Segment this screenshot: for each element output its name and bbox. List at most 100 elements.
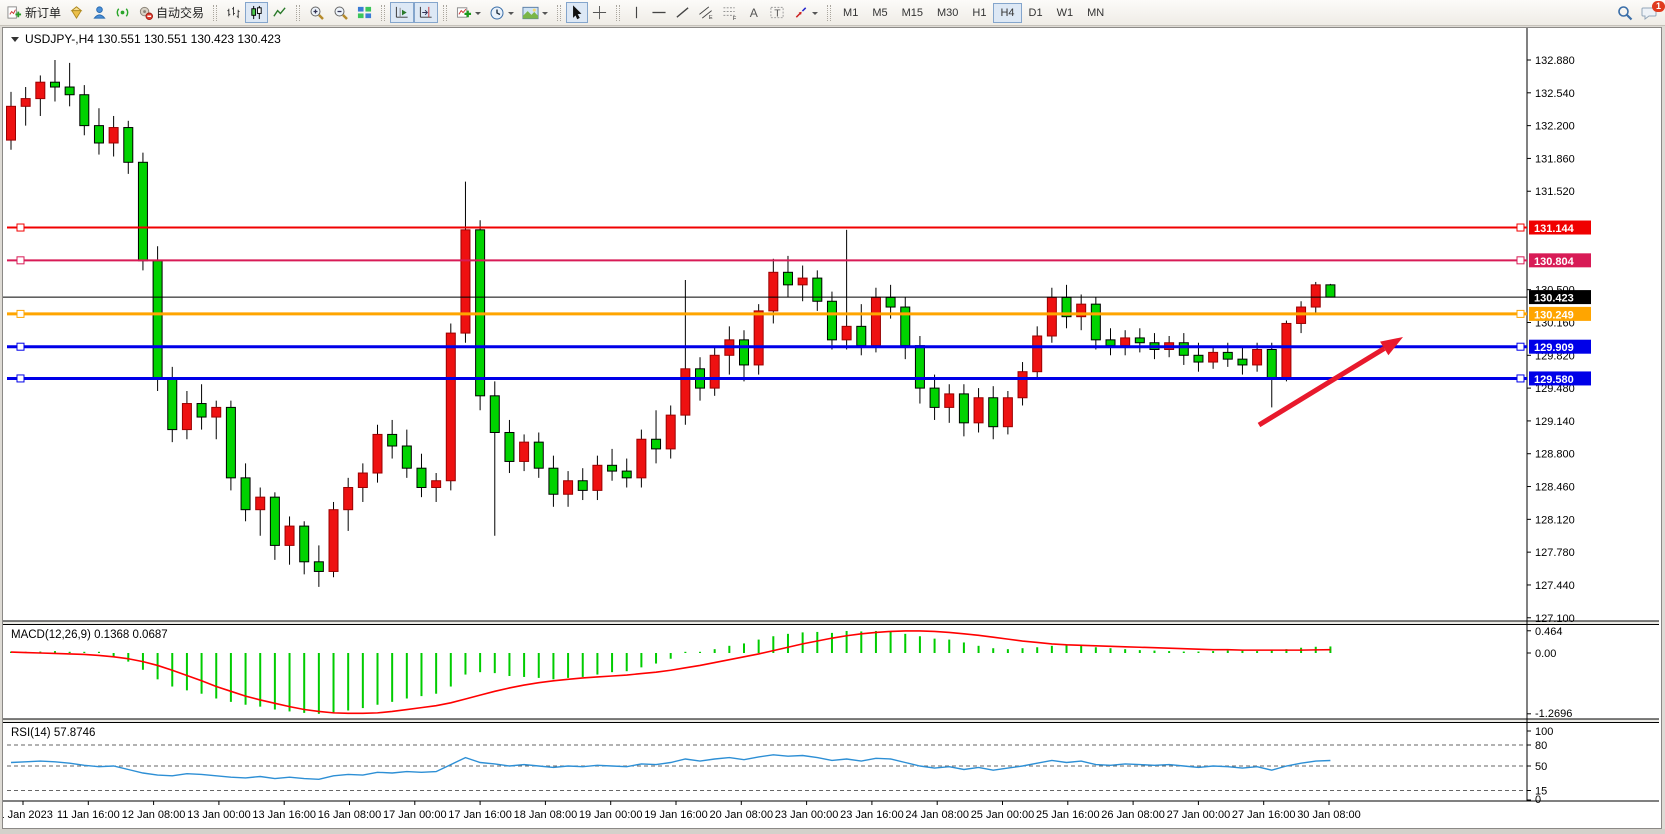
timeframe-h1-button[interactable]: H1 xyxy=(965,3,993,23)
price-tick-label: 127.100 xyxy=(1535,613,1575,625)
chart-canvas[interactable]: 132.880132.540132.200131.860131.520130.5… xyxy=(3,28,1661,828)
trend-arrow-head[interactable] xyxy=(1380,337,1403,356)
trend-arrow[interactable] xyxy=(1257,346,1386,428)
price-tick-label: 132.200 xyxy=(1535,121,1575,133)
line-chart-button[interactable] xyxy=(268,2,291,23)
templates-button[interactable] xyxy=(518,2,552,23)
tile-windows-button[interactable] xyxy=(353,2,376,23)
timeframe-mn-button[interactable]: MN xyxy=(1080,3,1111,23)
chat-button[interactable]: 1 xyxy=(1637,1,1665,23)
timeframe-w1-button[interactable]: W1 xyxy=(1050,3,1081,23)
zoom-in-button[interactable] xyxy=(305,2,329,23)
text-tool-button[interactable]: A xyxy=(742,2,765,23)
crosshair-button[interactable] xyxy=(588,2,611,23)
community-button[interactable] xyxy=(88,2,111,23)
candle-bear xyxy=(812,277,823,302)
candle-bull xyxy=(870,296,881,347)
price-tick-label: 132.880 xyxy=(1535,55,1575,67)
candle-bull xyxy=(343,486,354,511)
crosshair-icon xyxy=(592,5,607,20)
candle-bear xyxy=(914,345,925,389)
candle-bear xyxy=(1266,349,1277,379)
fibonacci-tool-button[interactable]: F xyxy=(718,2,742,23)
channel-tool-button[interactable]: E xyxy=(694,2,718,23)
timeframe-d1-button[interactable]: D1 xyxy=(1022,3,1050,23)
candle-bull xyxy=(753,310,764,366)
line-handle[interactable] xyxy=(1516,342,1525,351)
time-label: 20 Jan 08:00 xyxy=(709,809,773,821)
new-order-button[interactable]: 新订单 xyxy=(3,2,65,23)
candle-bull xyxy=(431,480,442,488)
dropdown-caret xyxy=(508,12,515,18)
bar-chart-icon xyxy=(227,6,240,19)
panel-separator[interactable] xyxy=(3,719,1659,723)
line-handle[interactable] xyxy=(1516,374,1525,383)
text-label-tool-button[interactable]: T xyxy=(765,2,789,23)
candle-bull xyxy=(944,393,955,408)
candlestick-chart-button[interactable] xyxy=(245,2,269,23)
timeframe-h4-button[interactable]: H4 xyxy=(993,2,1022,23)
signals-icon xyxy=(116,8,129,17)
line-handle[interactable] xyxy=(16,256,25,265)
bar-chart-button[interactable] xyxy=(222,2,245,23)
arrows-tool-button[interactable] xyxy=(789,2,822,23)
line-handle[interactable] xyxy=(16,223,25,232)
candle-bull xyxy=(445,332,456,482)
line-handle[interactable] xyxy=(16,374,25,383)
candle-bull xyxy=(680,368,691,416)
toolbar-grip xyxy=(827,4,832,21)
signals-button[interactable] xyxy=(111,2,134,23)
line-chart-icon xyxy=(273,7,286,17)
line-handle[interactable] xyxy=(16,342,25,351)
line-handle[interactable] xyxy=(1516,256,1525,265)
svg-text:T: T xyxy=(774,8,781,19)
macd-panel-label: MACD(12,26,9) 0.1368 0.0687 xyxy=(11,629,168,641)
candle-bear xyxy=(1134,337,1145,344)
candle-bear xyxy=(504,431,515,462)
candle-bear xyxy=(387,433,398,447)
periods-button[interactable] xyxy=(485,2,518,23)
line-handle[interactable] xyxy=(1516,309,1525,318)
candle-bear xyxy=(988,397,999,428)
zoom-out-button[interactable] xyxy=(329,2,353,23)
panel-separator[interactable] xyxy=(3,621,1659,625)
time-label: 16 Jan 08:00 xyxy=(318,809,382,821)
time-label: 11 Jan 2023 xyxy=(3,809,53,821)
rsi-tick-label: 80 xyxy=(1535,740,1547,752)
candle-bear xyxy=(782,271,793,286)
time-label: 13 Jan 00:00 xyxy=(187,809,251,821)
line-handle[interactable] xyxy=(1516,223,1525,232)
candle-bull xyxy=(255,496,266,511)
time-label: 30 Jan 08:00 xyxy=(1297,809,1361,821)
price-tick-label: 127.780 xyxy=(1535,547,1575,559)
toolbar-grip xyxy=(616,4,621,21)
indicators-icon xyxy=(457,7,472,18)
horizontal-line-tool-button[interactable] xyxy=(647,2,671,23)
toolbar-grip xyxy=(213,4,218,21)
chart-shift-button[interactable] xyxy=(414,2,439,23)
clock-icon xyxy=(490,6,504,19)
indicators-button[interactable] xyxy=(452,2,485,23)
candle-bear xyxy=(739,339,749,366)
search-button[interactable] xyxy=(1613,2,1637,23)
candle-bear xyxy=(49,81,60,88)
timeframe-m5-button[interactable]: M5 xyxy=(865,3,894,23)
candle-bear xyxy=(1237,358,1248,366)
toolbar-grip xyxy=(381,4,386,21)
trendline-tool-button[interactable] xyxy=(671,2,694,23)
timeframe-m15-button[interactable]: M15 xyxy=(895,3,930,23)
symbol-dropdown-icon[interactable] xyxy=(11,37,19,42)
cursor-button[interactable] xyxy=(566,2,589,23)
auto-scroll-button[interactable] xyxy=(390,2,415,23)
timeframe-m30-button[interactable]: M30 xyxy=(930,3,965,23)
rsi-panel-label: RSI(14) 57.8746 xyxy=(11,727,95,739)
line-handle[interactable] xyxy=(16,309,25,318)
vertical-line-tool-button[interactable] xyxy=(625,2,647,23)
market-button[interactable] xyxy=(65,2,88,23)
price-level-badge xyxy=(1529,306,1591,321)
candle-bull xyxy=(6,105,16,141)
time-label: 18 Jan 08:00 xyxy=(514,809,578,821)
price-tick-label: 128.460 xyxy=(1535,482,1575,494)
timeframe-m1-button[interactable]: M1 xyxy=(836,3,865,23)
autotrade-button[interactable]: 自动交易 xyxy=(134,2,208,23)
